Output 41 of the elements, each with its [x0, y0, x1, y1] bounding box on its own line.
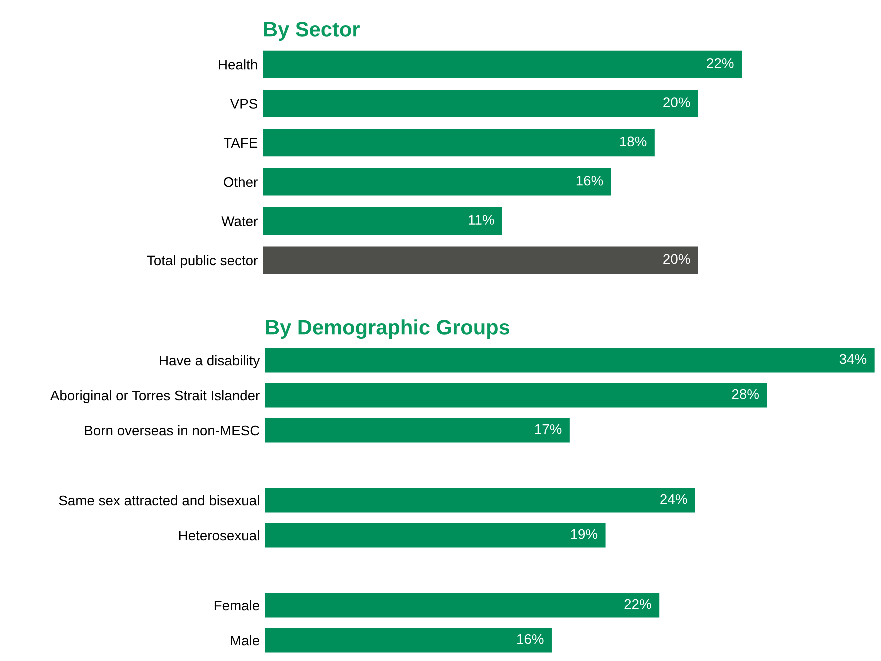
data-label: 16%	[518, 634, 544, 644]
chart-title: By Demographic Groups	[266, 320, 510, 340]
chart-title: By Sector	[264, 22, 360, 41]
y-tick-label: TAFE	[224, 138, 258, 148]
y-tick-label: Born overseas in non-MESC	[85, 425, 260, 436]
bar	[265, 628, 552, 653]
bar	[265, 348, 875, 373]
bar	[265, 383, 768, 408]
data-label: 18%	[620, 136, 647, 147]
bar	[265, 488, 696, 513]
data-label: 16%	[576, 176, 604, 186]
y-tick-label: Aboriginal or Torres Strait Islander	[50, 390, 260, 404]
bar	[263, 246, 698, 274]
bar	[265, 418, 570, 443]
data-label: 22%	[707, 58, 734, 68]
y-tick-label: Same sex attracted and bisexual	[59, 495, 260, 506]
bar	[263, 168, 612, 196]
y-tick-label: VPS	[230, 99, 258, 109]
data-label: 19%	[571, 529, 598, 540]
data-label: 20%	[664, 254, 690, 264]
y-tick-label: Female	[214, 600, 260, 611]
data-label: 22%	[624, 599, 652, 610]
y-tick-label: Male	[231, 635, 260, 646]
data-label: 24%	[660, 494, 688, 504]
bar	[263, 50, 742, 78]
y-tick-label: Other	[224, 177, 258, 188]
bar	[263, 129, 655, 157]
y-tick-label: Health	[219, 60, 258, 70]
bar	[265, 523, 606, 548]
y-tick-label: Water	[222, 216, 258, 226]
data-label: 34%	[840, 354, 867, 364]
bar	[263, 90, 698, 118]
data-label: 28%	[732, 389, 760, 400]
data-label: 17%	[535, 424, 562, 434]
y-tick-label: Total public sector	[147, 255, 258, 268]
data-label: 11%	[469, 215, 494, 225]
bar	[265, 593, 660, 618]
data-label: 20%	[664, 98, 690, 108]
bar	[263, 208, 502, 235]
y-tick-label: Have a disability	[160, 355, 260, 368]
y-tick-label: Heterosexual	[179, 530, 260, 541]
